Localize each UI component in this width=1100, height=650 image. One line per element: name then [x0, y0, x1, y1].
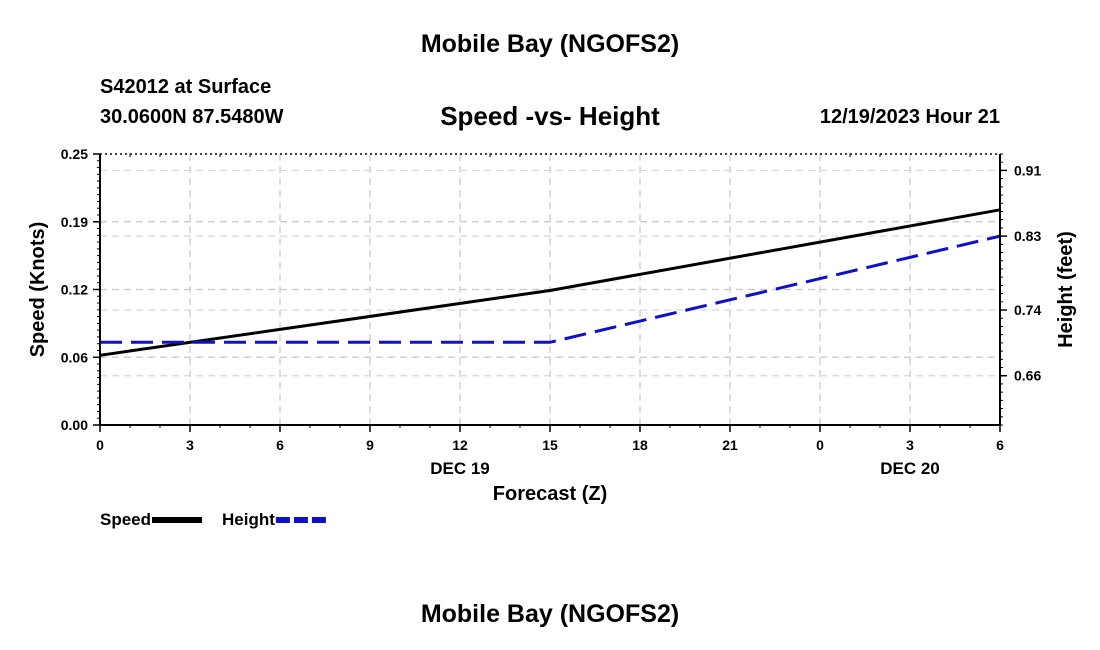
chart-legend: Speed Height	[100, 509, 400, 531]
y-tick-label: 0.00	[61, 417, 88, 433]
forecast-datetime: 12/19/2023 Hour 21	[819, 106, 1000, 128]
x-tick-label: 6	[996, 437, 1004, 453]
x-tick-label: 21	[722, 437, 738, 453]
x-tick-label: 3	[906, 437, 914, 453]
footer-title: Mobile Bay (NGOFS2)	[420, 600, 680, 628]
y-tick-label: 0.06	[61, 349, 88, 365]
x-date-label: DEC 20	[880, 459, 940, 478]
x-tick-label: 9	[366, 437, 374, 453]
x-tick-label: 3	[186, 437, 194, 453]
speed-height-chart: 0 3 6 9 12 15 18 21 0 3 6 DEC 19 DEC 20 0.00 0.06 0.12 0…	[27, 146, 1077, 505]
axis-labels: 0 3 6 9 12 15 18 21 0 3 6 DEC 19 DEC 20 0.00 0.06 0.12 0…	[27, 146, 1077, 505]
legend-label-height: Height	[222, 510, 275, 529]
coordinates-label: 30.0600N 87.5480W	[100, 106, 284, 128]
x-date-label: DEC 19	[430, 459, 490, 478]
series-line-speed	[99, 208, 1001, 357]
y2-axis-label: Height (feet)	[1055, 231, 1077, 348]
y-tick-label: 0.12	[61, 282, 88, 298]
series-lines	[99, 208, 1001, 357]
x-tick-label: 0	[816, 437, 824, 453]
x-tick-label: 15	[542, 437, 558, 453]
legend-label-speed: Speed	[100, 510, 151, 529]
axes	[93, 153, 1007, 432]
x-tick-label: 18	[632, 437, 648, 453]
y2-tick-label: 0.91	[1014, 162, 1041, 178]
y2-tick-label: 0.74	[1014, 302, 1041, 318]
station-label: S42012 at Surface	[100, 76, 272, 98]
chart-title: Speed -vs- Height	[440, 101, 660, 131]
x-tick-label: 12	[452, 437, 468, 453]
x-axis-label: Forecast (Z)	[493, 483, 607, 505]
page-title: Mobile Bay (NGOFS2)	[420, 30, 680, 58]
series-line-height	[100, 234, 1001, 344]
x-tick-label: 0	[96, 437, 104, 453]
y2-tick-label: 0.66	[1014, 368, 1041, 384]
y-axis-label: Speed (Knots)	[27, 222, 49, 358]
x-tick-label: 6	[276, 437, 284, 453]
y-tick-label: 0.19	[61, 214, 88, 230]
y2-tick-label: 0.83	[1014, 228, 1041, 244]
y-tick-label: 0.25	[61, 146, 88, 162]
